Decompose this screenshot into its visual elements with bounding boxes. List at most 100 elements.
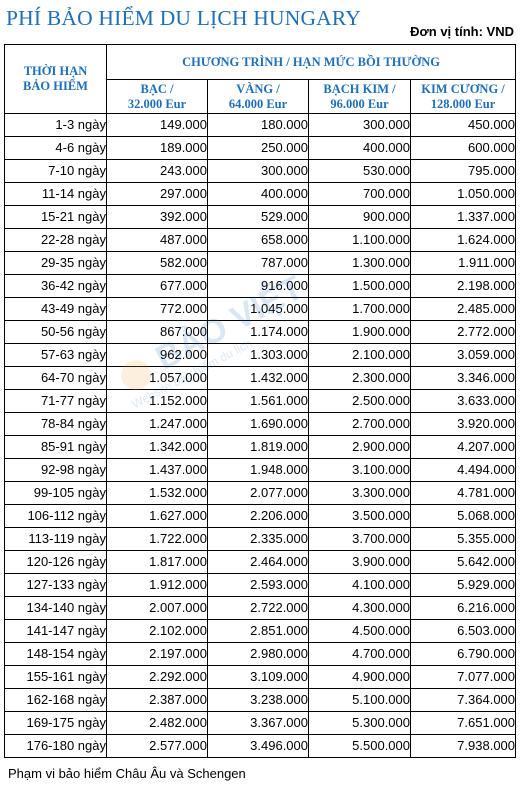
premium-cell: 2.206.000 (207, 504, 309, 528)
tier-header-platinum: BẠCH KIM / 96.000 Eur (308, 79, 411, 114)
premium-cell: 530.000 (308, 159, 411, 183)
table-row: 1-3 ngày 149.000 180.000 300.000 450.000 (4, 113, 517, 137)
currency-unit-label: Đơn vị tính: VND (410, 24, 514, 39)
premium-cell: 3.900.000 (308, 550, 411, 574)
table-row: 64-70 ngày 1.057.000 1.432.000 2.300.000 3.3… (4, 366, 517, 390)
term-cell: 15-21 ngày (4, 205, 107, 229)
premium-table: THỜI HẠN BẢO HIỂM CHƯƠNG TRÌNH / HẠN MỨC… (4, 44, 517, 758)
table-row: 78-84 ngày 1.247.000 1.690.000 2.700.000 3.9… (4, 412, 517, 436)
premium-cell: 1.561.000 (207, 389, 309, 413)
premium-cell: 1.100.000 (308, 228, 411, 252)
premium-cell: 6.790.000 (409, 642, 517, 666)
premium-cell: 180.000 (207, 113, 309, 137)
tier-limit: 32.000 Eur (127, 96, 187, 111)
premium-cell: 2.722.000 (207, 596, 309, 620)
premium-cell: 2.851.000 (207, 619, 309, 643)
tier-limit: 128.000 Eur (430, 96, 496, 111)
term-header-line-2: BẢO HIỂM (23, 79, 88, 93)
term-cell: 22-28 ngày (4, 228, 107, 252)
premium-cell: 7.938.000 (409, 734, 517, 758)
premium-cell: 900.000 (308, 205, 411, 229)
term-column-header: THỜI HẠN BẢO HIỂM (4, 44, 107, 114)
term-cell: 50-56 ngày (4, 320, 107, 344)
premium-cell: 4.100.000 (308, 573, 411, 597)
term-cell: 4-6 ngày (4, 136, 107, 160)
premium-cell: 189.000 (106, 136, 208, 160)
table-row: 176-180 ngày 2.577.000 3.496.000 5.500.000 7… (4, 734, 517, 758)
term-cell: 106-112 ngày (4, 504, 107, 528)
premium-cell: 1.057.000 (106, 366, 208, 390)
table-row: 169-175 ngày 2.482.000 3.367.000 5.300.000 7… (4, 711, 517, 735)
premium-cell: 600.000 (409, 136, 517, 160)
table-row: 99-105 ngày 1.532.000 2.077.000 3.300.000 4.… (4, 481, 517, 505)
tier-name: BẠC / (140, 81, 174, 96)
premium-cell: 2.007.000 (106, 596, 208, 620)
term-cell: 169-175 ngày (4, 711, 107, 735)
table-row: 92-98 ngày 1.437.000 1.948.000 3.100.000 4.4… (4, 458, 517, 482)
premium-cell: 1.342.000 (106, 435, 208, 459)
tier-name: VÀNG / (236, 81, 280, 96)
premium-cell: 3.100.000 (308, 458, 411, 482)
premium-cell: 7.077.000 (409, 665, 517, 689)
term-cell: 99-105 ngày (4, 481, 107, 505)
premium-cell: 4.494.000 (409, 458, 517, 482)
premium-cell: 1.948.000 (207, 458, 309, 482)
premium-cell: 297.000 (106, 182, 208, 206)
tier-limit: 96.000 Eur (330, 96, 389, 111)
premium-cell: 3.238.000 (207, 688, 309, 712)
premium-cell: 243.000 (106, 159, 208, 183)
premium-cell: 450.000 (409, 113, 517, 137)
table-row: 141-147 ngày 2.102.000 2.851.000 4.500.000 6… (4, 619, 517, 643)
premium-cell: 7.364.000 (409, 688, 517, 712)
table-row: 85-91 ngày 1.342.000 1.819.000 2.900.000 4.2… (4, 435, 517, 459)
premium-cell: 2.300.000 (308, 366, 411, 390)
premium-cell: 1.627.000 (106, 504, 208, 528)
premium-cell: 3.059.000 (409, 343, 517, 367)
term-cell: 113-119 ngày (4, 527, 107, 551)
premium-cell: 5.355.000 (409, 527, 517, 551)
term-cell: 29-35 ngày (4, 251, 107, 275)
table-row: 50-56 ngày 867.000 1.174.000 1.900.000 2.772… (4, 320, 517, 344)
premium-cell: 250.000 (207, 136, 309, 160)
premium-cell: 149.000 (106, 113, 208, 137)
premium-cell: 300.000 (308, 113, 411, 137)
tier-header-gold: VÀNG / 64.000 Eur (207, 79, 309, 114)
premium-cell: 4.500.000 (308, 619, 411, 643)
term-cell: 78-84 ngày (4, 412, 107, 436)
table-row: 43-49 ngày 772.000 1.045.000 1.700.000 2.485… (4, 297, 517, 321)
premium-cell: 2.077.000 (207, 481, 309, 505)
premium-cell: 1.532.000 (106, 481, 208, 505)
premium-cell: 1.911.000 (409, 251, 517, 275)
term-cell: 120-126 ngày (4, 550, 107, 574)
premium-cell: 867.000 (106, 320, 208, 344)
premium-cell: 1.624.000 (409, 228, 517, 252)
coverage-footnote: Phạm vi bảo hiểm Châu Âu và Schengen (8, 766, 246, 781)
table-row: 29-35 ngày 582.000 787.000 1.300.000 1.911.0… (4, 251, 517, 275)
premium-cell: 1.437.000 (106, 458, 208, 482)
term-cell: 1-3 ngày (4, 113, 107, 137)
premium-cell: 772.000 (106, 297, 208, 321)
premium-cell: 2.772.000 (409, 320, 517, 344)
term-cell: 71-77 ngày (4, 389, 107, 413)
premium-cell: 5.929.000 (409, 573, 517, 597)
premium-cell: 5.642.000 (409, 550, 517, 574)
premium-cell: 2.335.000 (207, 527, 309, 551)
premium-cell: 2.464.000 (207, 550, 309, 574)
premium-cell: 3.500.000 (308, 504, 411, 528)
table-row: 148-154 ngày 2.197.000 2.980.000 4.700.000 6… (4, 642, 517, 666)
premium-cell: 2.500.000 (308, 389, 411, 413)
premium-cell: 3.109.000 (207, 665, 309, 689)
premium-cell: 4.207.000 (409, 435, 517, 459)
premium-cell: 4.781.000 (409, 481, 517, 505)
term-cell: 85-91 ngày (4, 435, 107, 459)
premium-cell: 4.700.000 (308, 642, 411, 666)
premium-cell: 2.482.000 (106, 711, 208, 735)
premium-cell: 1.045.000 (207, 297, 309, 321)
table-row: 120-126 ngày 1.817.000 2.464.000 3.900.000 5… (4, 550, 517, 574)
premium-cell: 3.300.000 (308, 481, 411, 505)
premium-cell: 787.000 (207, 251, 309, 275)
premium-cell: 3.496.000 (207, 734, 309, 758)
table-row: 15-21 ngày 392.000 529.000 900.000 1.337.000 (4, 205, 517, 229)
premium-cell: 1.152.000 (106, 389, 208, 413)
premium-cell: 2.198.000 (409, 274, 517, 298)
